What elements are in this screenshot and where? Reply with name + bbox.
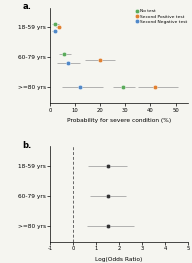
X-axis label: Probability for severe condition (%): Probability for severe condition (%): [67, 118, 171, 123]
Text: a.: a.: [22, 2, 31, 11]
Legend: No test, Second Positive test, Second Negative test: No test, Second Positive test, Second Ne…: [136, 9, 187, 24]
X-axis label: Log(Odds Ratio): Log(Odds Ratio): [95, 257, 143, 262]
Text: b.: b.: [22, 141, 31, 150]
